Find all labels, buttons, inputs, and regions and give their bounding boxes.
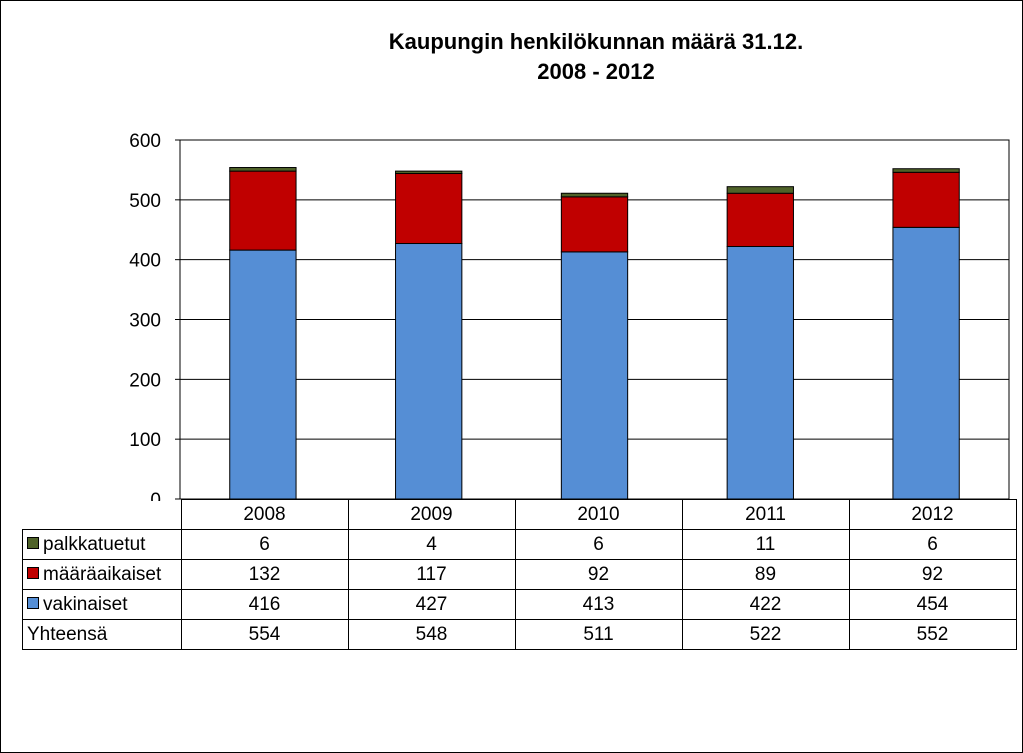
table-cell: 416 — [180, 589, 349, 620]
table-cell: 554 — [180, 619, 349, 650]
table-cell: 6 — [180, 529, 349, 560]
table-cell: 548 — [347, 619, 516, 650]
row-label-text: määräaikaiset — [43, 563, 162, 585]
table-cell: 522 — [681, 619, 850, 650]
row-label-total: Yhteensä — [22, 619, 182, 650]
row-label: määräaikaiset — [22, 559, 182, 590]
legend-swatch-palkkatuetut — [27, 536, 39, 549]
row-label: vakinaiset — [22, 589, 182, 620]
bar-segment-palkkatuetut — [229, 167, 297, 172]
table-cell: 422 — [681, 589, 850, 620]
y-tick-label: 400 — [129, 251, 161, 272]
table-cell: 4 — [347, 529, 516, 560]
y-tick-label: 500 — [129, 191, 161, 212]
table-cell: 92 — [848, 559, 1017, 590]
bar-segment-palkkatuetut — [726, 186, 794, 194]
chart-title-line-1: Kaupungin henkilökunnan määrä 31.12. — [388, 29, 804, 54]
bar-segment-palkkatuetut — [892, 168, 960, 173]
table-cell: 552 — [848, 619, 1017, 650]
table-corner-cell — [22, 499, 182, 530]
y-tick-label: 100 — [129, 430, 161, 451]
bar-segment-vakinaiset — [726, 246, 794, 500]
table-header-row: 2008 2009 2010 2011 2012 — [22, 499, 1017, 530]
table-row-maaraaikaiset: määräaikaiset 132 117 92 89 92 — [22, 559, 1017, 590]
year-header: 2008 — [180, 499, 349, 530]
row-label: palkkatuetut — [22, 529, 182, 560]
year-header: 2011 — [681, 499, 850, 530]
y-tick-label: 0 — [150, 490, 161, 501]
bar-segment-vakinaiset — [892, 226, 960, 500]
table-cell: 89 — [681, 559, 850, 590]
table-cell: 413 — [514, 589, 683, 620]
table-cell: 511 — [514, 619, 683, 650]
bar-segment-määräaikaiset — [726, 192, 794, 248]
bar-segment-palkkatuetut — [560, 192, 629, 198]
data-table: 2008 2009 2010 2011 2012 palkkatuetut 6 … — [22, 499, 1017, 650]
table-row-total: Yhteensä 554 548 511 522 552 — [22, 619, 1017, 650]
year-header: 2012 — [848, 499, 1017, 530]
chart-title: Kaupungin henkilökunnan määrä 31.12. 200… — [181, 27, 1011, 87]
chart-title-line-2: 2008 - 2012 — [537, 59, 655, 84]
table-cell: 454 — [848, 589, 1017, 620]
table-cell: 427 — [347, 589, 516, 620]
y-tick-label: 600 — [129, 131, 161, 152]
table-row-vakinaiset: vakinaiset 416 427 413 422 454 — [22, 589, 1017, 620]
y-tick-label: 200 — [129, 370, 161, 391]
table-cell: 6 — [514, 529, 683, 560]
table-cell: 6 — [848, 529, 1017, 560]
table-cell: 117 — [347, 559, 516, 590]
bar-segment-määräaikaiset — [560, 196, 629, 253]
legend-swatch-maaraaikaiset — [27, 566, 39, 579]
year-header: 2010 — [514, 499, 683, 530]
table-cell: 132 — [180, 559, 349, 590]
bar-segment-vakinaiset — [560, 251, 629, 500]
row-label-text: vakinaiset — [43, 593, 128, 615]
legend-swatch-vakinaiset — [27, 596, 39, 609]
bar-segment-määräaikaiset — [395, 173, 463, 245]
table-cell: 92 — [514, 559, 683, 590]
bar-segment-vakinaiset — [395, 243, 463, 500]
bar-chart: 0 100 200 300 400 500 600 — [129, 131, 1010, 501]
bar-segment-vakinaiset — [229, 249, 297, 500]
bar-segment-palkkatuetut — [395, 170, 463, 175]
bar-segment-määräaikaiset — [892, 171, 960, 228]
y-tick-label: 300 — [129, 311, 161, 332]
table-cell: 11 — [681, 529, 850, 560]
row-label-text: palkkatuetut — [43, 533, 146, 555]
table-row-palkkatuetut: palkkatuetut 6 4 6 11 6 — [22, 529, 1017, 560]
year-header: 2009 — [347, 499, 516, 530]
bar-segment-määräaikaiset — [229, 170, 297, 251]
